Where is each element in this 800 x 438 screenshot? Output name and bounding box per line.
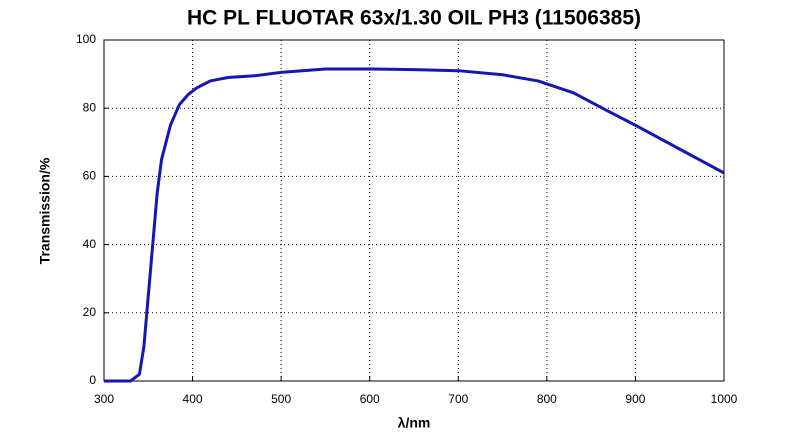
y-tick-label: 100 [76,32,96,46]
x-tick-label: 800 [537,392,557,406]
y-tick-label: 20 [83,305,97,319]
y-axis-label: Transmission/% [37,157,53,264]
data-line [104,67,725,383]
x-tick-label: 700 [448,392,468,406]
x-tick-label: 600 [360,392,380,406]
x-tick-label: 400 [183,392,203,406]
x-tick-label: 500 [271,392,291,406]
x-tick-label: 1000 [711,392,738,406]
chart-title: HC PL FLUOTAR 63x/1.30 OIL PH3 (11506385… [187,7,641,30]
x-axis-label: λ/nm [398,415,431,431]
y-tick-label: 40 [83,237,97,251]
y-tick-label: 60 [83,169,97,183]
plot-frame [103,39,725,382]
y-tick-label: 80 [83,100,97,114]
x-tick-label: 900 [625,392,645,406]
y-tick-label: 0 [89,373,96,387]
x-tick-label: 300 [94,392,114,406]
